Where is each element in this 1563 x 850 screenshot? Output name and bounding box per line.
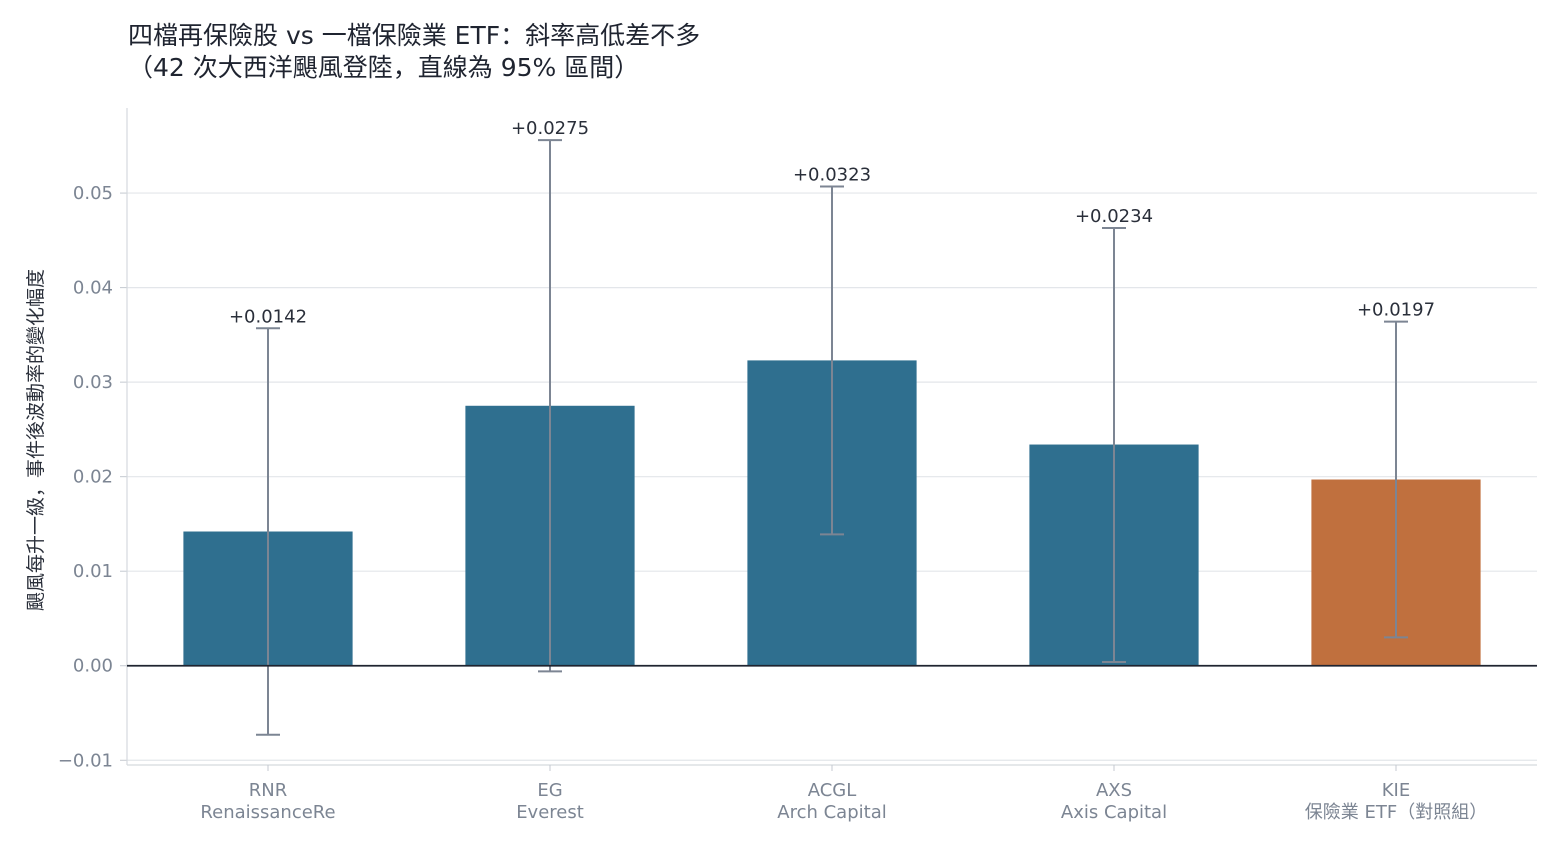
data-label: +0.0142 [229,306,307,327]
x-tick-label-ticker: ACGL [808,780,857,801]
y-axis-label: 颶風每升一級，事件後波動率的變化幅度 [25,269,47,611]
y-tick-label: 0.00 [73,656,113,677]
x-tick-label-name: RenaissanceRe [200,802,335,823]
data-label: +0.0275 [511,118,589,139]
x-tick-label-ticker: AXS [1096,780,1132,801]
y-tick-label: 0.01 [73,561,113,582]
y-tick-label: 0.05 [73,183,113,204]
x-tick-label-name: 保險業 ETF（對照組） [1305,802,1487,823]
axes: −0.01 0.00 0.01 0.02 0.03 0.04 0.05 [58,108,1537,771]
x-tick-label-name: Arch Capital [777,802,886,823]
data-label: +0.0197 [1357,300,1435,321]
y-tick-label: −0.01 [58,750,113,771]
chart-subtitle: （42 次大西洋颶風登陸，直線為 95% 區間） [128,53,640,82]
y-tick-label: 0.03 [73,372,113,393]
y-tick-label: 0.04 [73,278,113,299]
x-tick-label-ticker: RNR [249,780,287,801]
x-tick-label-name: Everest [516,802,584,823]
x-tick-label-name: Axis Capital [1061,802,1167,823]
chart-title: 四檔再保險股 vs 一檔保險業 ETF：斜率高低差不多 [128,21,701,50]
data-label: +0.0323 [793,164,871,185]
data-label: +0.0234 [1075,206,1153,227]
x-tick-label-ticker: KIE [1382,780,1411,801]
error-bars [256,139,1408,736]
x-tick-label-ticker: EG [537,780,562,801]
y-tick-label: 0.02 [73,467,113,488]
